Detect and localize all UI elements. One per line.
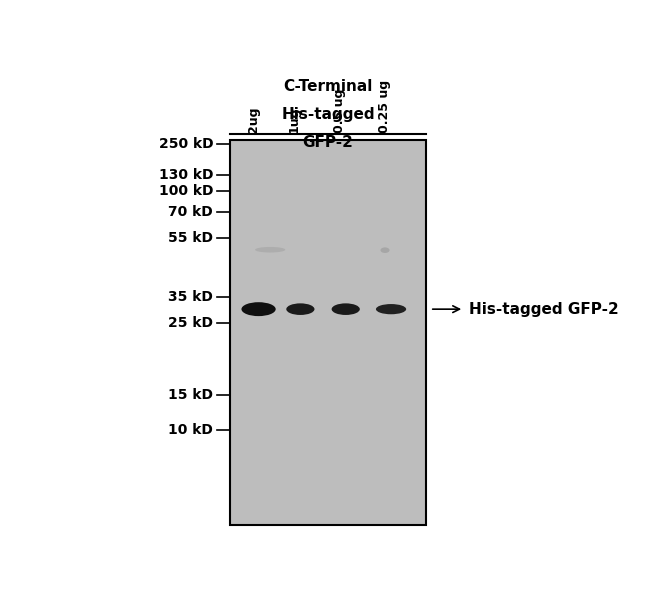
Text: 130 kD: 130 kD — [159, 168, 213, 182]
Text: GFP-2: GFP-2 — [303, 135, 354, 150]
Text: 55 kD: 55 kD — [168, 231, 213, 245]
Text: 0.5 ug: 0.5 ug — [333, 89, 346, 133]
Text: 2ug: 2ug — [247, 106, 260, 133]
Text: 10 kD: 10 kD — [168, 423, 213, 437]
Text: His-tagged: His-tagged — [281, 107, 375, 122]
Text: C-Terminal: C-Terminal — [283, 80, 373, 94]
Ellipse shape — [332, 303, 360, 315]
Ellipse shape — [380, 247, 389, 253]
Text: 0.25 ug: 0.25 ug — [378, 80, 391, 133]
Text: 15 kD: 15 kD — [168, 388, 213, 402]
Bar — [230, 140, 426, 525]
Ellipse shape — [286, 303, 315, 315]
Ellipse shape — [255, 247, 285, 253]
Text: 1ug: 1ug — [287, 106, 300, 133]
Ellipse shape — [241, 302, 276, 316]
Text: His-tagged GFP-2: His-tagged GFP-2 — [469, 302, 619, 317]
Ellipse shape — [376, 304, 406, 314]
Text: 35 kD: 35 kD — [168, 289, 213, 304]
Text: 250 kD: 250 kD — [159, 137, 213, 151]
Text: 100 kD: 100 kD — [159, 184, 213, 198]
Text: 25 kD: 25 kD — [168, 316, 213, 330]
Text: 70 kD: 70 kD — [168, 204, 213, 219]
